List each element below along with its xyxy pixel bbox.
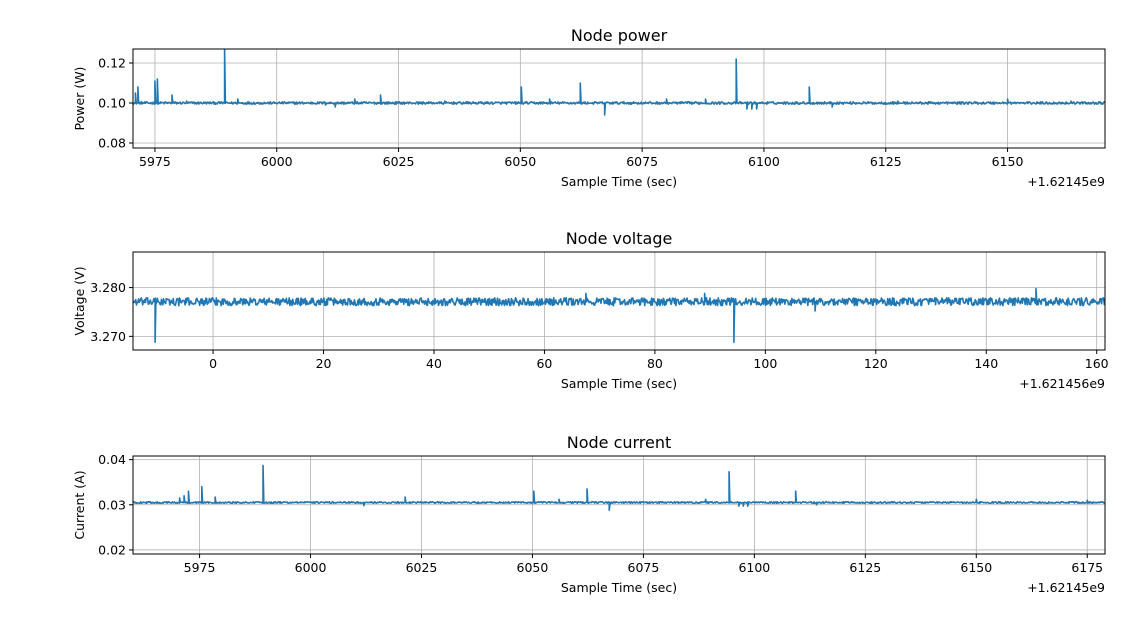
current-xtick-label: 6050 <box>517 560 549 575</box>
voltage-title: Node voltage <box>566 229 673 248</box>
voltage-xtick-label: 100 <box>753 356 777 371</box>
voltage-xlabel: Sample Time (sec) <box>561 376 677 391</box>
voltage-ylabel: Voltage (V) <box>72 266 87 335</box>
voltage-ticks: 0 20 40 60 80 100 120 140 160 3.270 3.280 <box>90 280 1108 371</box>
voltage-series-line <box>133 287 1105 343</box>
current-ticks: 5975 6000 6025 6050 6075 6100 6125 6150 6175 0.02… <box>98 452 1103 575</box>
voltage-xtick-label: 120 <box>864 356 888 371</box>
power-xlabel: Sample Time (sec) <box>561 174 677 189</box>
voltage-chart: 0 20 40 60 80 100 120 140 160 3.270 3.280 Node vol… <box>72 229 1109 391</box>
power-xtick-label: 5975 <box>139 154 171 169</box>
voltage-xtick-label: 0 <box>209 356 217 371</box>
voltage-axes-frame <box>132 251 1106 351</box>
voltage-x-offset: +1.621456e9 <box>1019 376 1105 391</box>
power-xtick-label: 6100 <box>748 154 780 169</box>
voltage-ytick-label: 3.270 <box>90 329 126 344</box>
power-chart: 5975 6000 6025 6050 6075 6100 6125 6150 0.08 0.10… <box>72 26 1106 189</box>
current-ytick-label: 0.04 <box>98 452 126 467</box>
current-xtick-label: 6100 <box>738 560 770 575</box>
current-xtick-label: 6150 <box>960 560 992 575</box>
current-ylabel: Current (A) <box>72 470 87 539</box>
voltage-ytick-label: 3.280 <box>90 280 126 295</box>
current-title: Node current <box>567 433 672 452</box>
power-xtick-label: 6125 <box>870 154 902 169</box>
power-ticks: 5975 6000 6025 6050 6075 6100 6125 6150 0.08 0.10… <box>98 56 1023 170</box>
voltage-xtick-label: 80 <box>647 356 663 371</box>
power-axes-frame <box>132 48 1106 149</box>
power-xtick-label: 6150 <box>992 154 1024 169</box>
current-xtick-label: 5975 <box>184 560 216 575</box>
current-axes-frame <box>132 455 1106 555</box>
voltage-xtick-label: 140 <box>974 356 998 371</box>
power-xtick-label: 6000 <box>261 154 293 169</box>
power-x-offset: +1.62145e9 <box>1027 174 1105 189</box>
power-grid <box>133 49 1105 148</box>
current-xtick-label: 6175 <box>1071 560 1103 575</box>
current-xtick-label: 6075 <box>628 560 660 575</box>
voltage-xtick-label: 40 <box>426 356 442 371</box>
power-xtick-label: 6025 <box>383 154 415 169</box>
current-xlabel: Sample Time (sec) <box>561 580 677 595</box>
power-title: Node power <box>571 26 668 45</box>
current-chart: 5975 6000 6025 6050 6075 6100 6125 6150 6175 0.02… <box>72 433 1106 595</box>
power-ylabel: Power (W) <box>72 67 87 131</box>
power-ytick-label: 0.12 <box>98 56 126 71</box>
power-ytick-label: 0.08 <box>98 136 126 151</box>
voltage-xtick-label: 160 <box>1085 356 1109 371</box>
current-xtick-label: 6025 <box>406 560 438 575</box>
current-xtick-label: 6000 <box>295 560 327 575</box>
voltage-xtick-label: 20 <box>316 356 332 371</box>
current-x-offset: +1.62145e9 <box>1027 580 1105 595</box>
current-ytick-label: 0.02 <box>98 542 126 557</box>
power-series-line <box>133 49 1105 116</box>
power-xtick-label: 6075 <box>626 154 658 169</box>
current-series-line <box>133 464 1105 511</box>
power-ytick-label: 0.10 <box>98 96 126 111</box>
current-ytick-label: 0.03 <box>98 497 126 512</box>
current-xtick-label: 6125 <box>849 560 881 575</box>
voltage-xtick-label: 60 <box>536 356 552 371</box>
current-grid <box>133 456 1105 554</box>
power-xtick-label: 6050 <box>504 154 536 169</box>
